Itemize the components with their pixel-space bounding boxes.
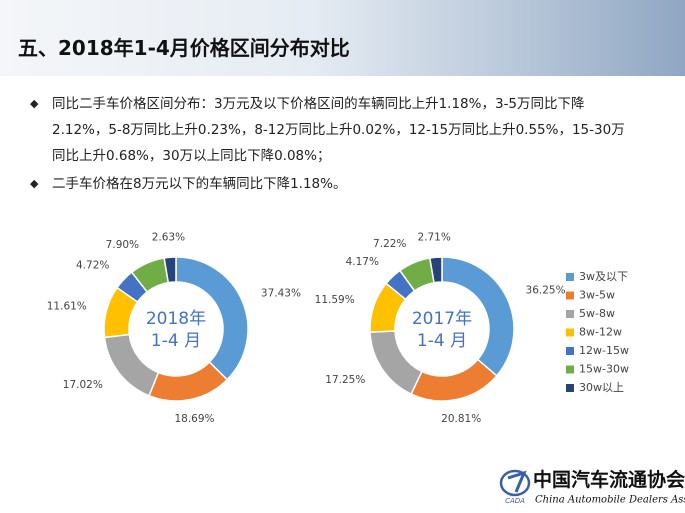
legend-label: 30w以上 — [579, 381, 624, 394]
center-label: 1-4 月 — [417, 331, 467, 351]
org-en: China Automobile Dealers Association — [535, 495, 685, 506]
data-label: 2.71% — [417, 231, 450, 243]
legend-swatch — [566, 291, 574, 300]
data-label: 4.72% — [76, 260, 109, 272]
donut-segment — [410, 358, 498, 402]
data-label: 18.69% — [174, 413, 214, 425]
legend-label: 5w-8w — [579, 307, 615, 320]
legend-swatch — [566, 365, 574, 374]
logo-text: CADA — [505, 497, 525, 505]
donut-segment — [441, 256, 515, 377]
data-label: 7.22% — [373, 238, 406, 250]
legend-label: 3w-5w — [579, 289, 615, 302]
data-label: 17.02% — [63, 379, 103, 391]
legend-swatch — [566, 347, 574, 355]
legend-label: 8w-12w — [579, 326, 622, 339]
header-band — [0, 0, 685, 76]
data-label: 37.43% — [261, 288, 301, 300]
legend-label: 3w及以下 — [579, 270, 628, 283]
data-label: 7.90% — [106, 239, 139, 251]
bullet-text: 同比二手车价格区间分布：3万元及以下价格区间的车辆同比上升1.18%，3-5万同… — [52, 96, 625, 164]
data-label: 2.63% — [152, 231, 185, 243]
legend-label: 15w-30w — [579, 363, 629, 376]
data-label: 36.25% — [526, 284, 566, 296]
bullet: ◆ 同比二手车价格区间分布：3万元及以下价格区间的车辆同比上升1.18%，3-5万… — [30, 91, 635, 169]
org-cn: 中国汽车流通协会 — [533, 468, 685, 491]
legend-swatch — [566, 328, 574, 337]
legend-swatch — [566, 310, 574, 318]
slide-title: 五、2018年1-4月价格区间分布对比 — [18, 36, 350, 60]
legend-swatch — [566, 384, 574, 392]
bullet-text: 二手车价格在8万元以下的车辆同比下降1.18%。 — [52, 176, 347, 192]
data-label: 4.17% — [346, 256, 379, 268]
center-label: 1-4 月 — [151, 331, 201, 351]
data-label: 11.59% — [315, 294, 355, 306]
legend-swatch — [566, 273, 574, 281]
center-label: 2018年 — [146, 309, 206, 329]
donut-segment — [163, 256, 177, 284]
center-label: 2017年 — [412, 309, 472, 329]
legend-label: 12w-15w — [579, 344, 629, 357]
bullet: ◆ 二手车价格在8万元以下的车辆同比下降1.18%。 — [30, 171, 635, 197]
donut-segment — [148, 361, 229, 402]
data-label: 17.25% — [325, 374, 365, 386]
donut-segment — [369, 330, 423, 396]
logo: CADA 中国汽车流通协会 China Automobile Dealers A… — [499, 468, 685, 506]
donut-segment — [428, 256, 443, 284]
data-label: 11.61% — [47, 300, 87, 312]
data-label: 20.81% — [441, 413, 481, 425]
